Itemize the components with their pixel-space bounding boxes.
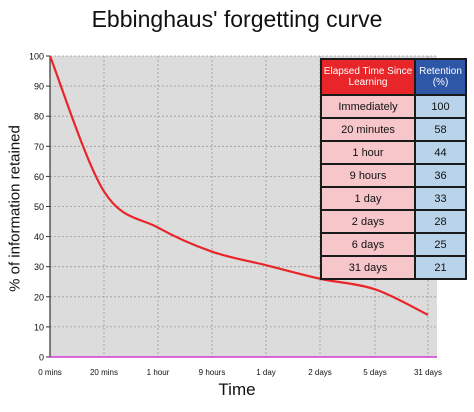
y-tick-label: 0 <box>39 353 44 363</box>
table-cell-elapsed: 20 minutes <box>320 117 416 142</box>
x-tick-label: 31 days <box>414 368 442 377</box>
table-row: 2 days 28 <box>320 209 467 234</box>
table-header-row: Elapsed Time Since Learning Retention (%… <box>320 58 467 96</box>
y-tick-label: 40 <box>34 232 44 242</box>
table-row: 9 hours 36 <box>320 163 467 188</box>
table-cell-elapsed: 6 days <box>320 232 416 257</box>
table-row: 1 hour 44 <box>320 140 467 165</box>
x-tick-label: 9 hours <box>199 368 226 377</box>
x-tick-label: 2 days <box>308 368 332 377</box>
table-row: 20 minutes 58 <box>320 117 467 142</box>
table-cell-retention: 44 <box>414 140 467 165</box>
table-cell-retention: 100 <box>414 94 467 119</box>
table-cell-retention: 58 <box>414 117 467 142</box>
y-tick-label: 20 <box>34 292 44 302</box>
table-cell-retention: 36 <box>414 163 467 188</box>
table-cell-elapsed: 1 day <box>320 186 416 211</box>
y-tick-label: 80 <box>34 112 44 122</box>
table-row: 1 day 33 <box>320 186 467 211</box>
y-tick-label: 60 <box>34 172 44 182</box>
y-tick-label: 30 <box>34 262 44 272</box>
x-tick-label: 1 hour <box>147 368 170 377</box>
table-cell-retention: 33 <box>414 186 467 211</box>
x-tick-label: 1 day <box>256 368 276 377</box>
x-tick-label: 20 mins <box>90 368 118 377</box>
y-tick-label: 100 <box>29 52 44 62</box>
table-header-retention: Retention (%) <box>414 58 467 96</box>
y-tick-label: 90 <box>34 82 44 92</box>
forgetting-curve-line <box>48 55 429 316</box>
table-cell-elapsed: 9 hours <box>320 163 416 188</box>
x-tick-label: 0 mins <box>38 368 62 377</box>
table-cell-retention: 21 <box>414 255 467 280</box>
x-tick-label: 5 days <box>363 368 387 377</box>
table-header-elapsed: Elapsed Time Since Learning <box>320 58 416 96</box>
chart-title: Ebbinghaus' forgetting curve <box>91 6 383 32</box>
y-tick-label: 70 <box>34 142 44 152</box>
table-cell-elapsed: 2 days <box>320 209 416 234</box>
table-cell-retention: 25 <box>414 232 467 257</box>
x-axis-label: Time <box>218 380 256 399</box>
retention-table: Elapsed Time Since Learning Retention (%… <box>320 58 467 280</box>
table-cell-elapsed: Immediately <box>320 94 416 119</box>
table-cell-retention: 28 <box>414 209 467 234</box>
table-row: 6 days 25 <box>320 232 467 257</box>
table-row: 31 days 21 <box>320 255 467 280</box>
y-tick-label: 10 <box>34 322 44 332</box>
y-tick-label: 50 <box>34 202 44 212</box>
table-row: Immediately 100 <box>320 94 467 119</box>
table-cell-elapsed: 31 days <box>320 255 416 280</box>
table-cell-elapsed: 1 hour <box>320 140 416 165</box>
